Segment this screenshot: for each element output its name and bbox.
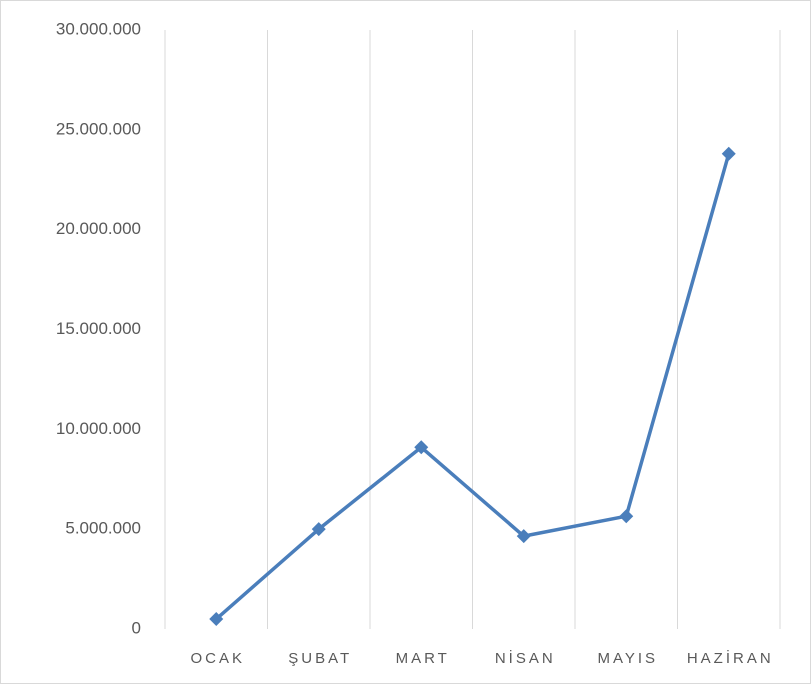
y-tick-label: 0 xyxy=(132,618,141,637)
marker xyxy=(209,612,224,627)
x-tick-label: MAYIS xyxy=(597,650,658,667)
y-tick-label: 20.000.000 xyxy=(56,219,141,238)
x-tick-label: NİSAN xyxy=(495,649,556,667)
y-tick-label: 15.000.000 xyxy=(56,319,141,338)
y-tick-label: 25.000.000 xyxy=(56,119,141,138)
x-tick-label: MART xyxy=(396,650,450,667)
x-tick-label: HAZİRAN xyxy=(687,649,774,667)
x-tick-label: ŞUBAT xyxy=(288,650,352,667)
y-tick-label: 10.000.000 xyxy=(56,419,141,438)
y-tick-label: 5.000.000 xyxy=(65,519,141,538)
marker xyxy=(516,529,531,544)
y-tick-label: 30.000.000 xyxy=(56,19,141,38)
marker xyxy=(311,522,326,537)
marker xyxy=(414,440,429,455)
marker xyxy=(619,509,634,524)
x-tick-label: OCAK xyxy=(190,650,245,667)
line xyxy=(215,153,731,621)
marker xyxy=(721,146,736,161)
